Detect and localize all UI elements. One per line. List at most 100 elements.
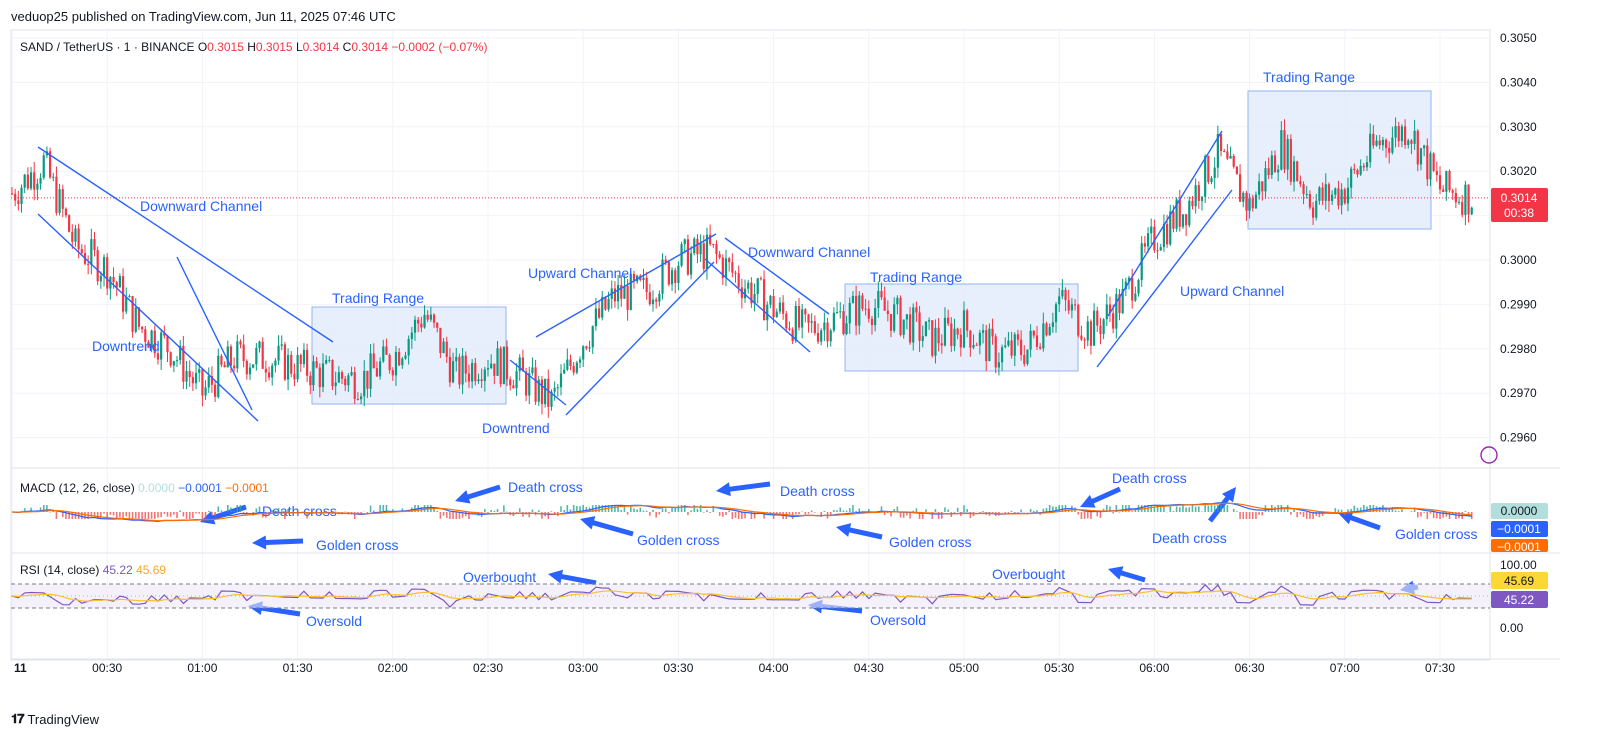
- macd-hist-bar: [233, 510, 235, 512]
- candle-body: [1191, 200, 1194, 207]
- candle-body: [877, 291, 880, 308]
- candle-body: [1210, 178, 1213, 183]
- candle-body: [1000, 347, 1004, 363]
- macd-hist-bar: [887, 512, 889, 514]
- candle-body: [471, 362, 474, 382]
- candle-body: [318, 367, 321, 388]
- candle-body: [169, 352, 172, 366]
- candle-body: [185, 371, 188, 382]
- candle-body: [743, 288, 747, 299]
- macd-hist-bar: [401, 508, 404, 512]
- macd-hist-bar: [96, 512, 99, 519]
- macd-hist-bar: [788, 512, 791, 514]
- macd-hist-bar: [563, 510, 565, 512]
- candle-body: [1197, 185, 1200, 201]
- macd-hist-bar: [626, 512, 629, 515]
- upward-channel-2-label: Upward Channel: [1180, 283, 1284, 299]
- rsi-badge-value: 45.22: [1504, 593, 1534, 607]
- macd-hist-bar: [414, 505, 416, 512]
- macd-hist-bar: [664, 508, 667, 512]
- candle-body: [344, 378, 347, 386]
- candle-body: [93, 239, 96, 251]
- candle-body: [759, 278, 763, 280]
- candle-body: [363, 370, 366, 397]
- candle-body: [931, 320, 934, 356]
- candle-body: [141, 326, 144, 330]
- macd-hist-bar: [1413, 507, 1416, 512]
- price-tick-label: 0.2990: [1500, 297, 1537, 311]
- trend-line: [724, 237, 830, 315]
- macd-hist-bar: [1410, 511, 1413, 512]
- macd-hist-bar: [1255, 512, 1257, 519]
- candle-body: [1045, 323, 1048, 336]
- candle-body: [474, 362, 477, 382]
- macd-hist-bar: [668, 512, 670, 514]
- macd-hist-bar: [106, 512, 108, 519]
- candle-body: [1400, 126, 1404, 142]
- candle-body: [1200, 196, 1204, 201]
- macd-hist-bar: [620, 510, 623, 512]
- candle-body: [131, 296, 134, 332]
- macd-hist-bar: [154, 512, 156, 519]
- candle-body: [1254, 194, 1258, 209]
- candle-body: [835, 311, 839, 313]
- macd-hist-bar: [572, 505, 575, 512]
- candle-body: [1118, 294, 1121, 314]
- candle-body: [645, 277, 648, 293]
- macd-hist-bar: [65, 512, 67, 519]
- macd-hist-bar: [1185, 507, 1187, 512]
- macd-hist-bar: [950, 512, 953, 517]
- macd-hist-bar: [734, 512, 737, 518]
- macd-hist-bar: [753, 512, 756, 519]
- candle-body: [696, 238, 699, 255]
- macd-hist-bar: [1283, 509, 1286, 512]
- macd-hist-bar: [709, 512, 711, 513]
- candle-body: [1156, 250, 1159, 252]
- trend-line: [37, 213, 259, 422]
- macd-hist-bar: [569, 509, 572, 512]
- macd-hist-bar: [966, 508, 968, 512]
- candle-body: [1054, 304, 1058, 323]
- candle-body: [464, 355, 467, 374]
- time-tick-label: 05:00: [949, 661, 979, 675]
- macd-hist-bar: [277, 508, 280, 512]
- macd-hist-bar: [528, 512, 531, 518]
- candle-body: [306, 349, 309, 376]
- candle-body: [277, 345, 280, 361]
- macd-hist-bar: [931, 512, 934, 519]
- candle-body: [134, 307, 137, 332]
- candle-body: [1004, 345, 1007, 348]
- candle-body: [166, 335, 169, 353]
- macd-hist-bar: [1169, 505, 1172, 512]
- candle-body: [1435, 170, 1438, 176]
- candle-body: [972, 344, 975, 348]
- candle-body: [1150, 226, 1153, 234]
- macd-hist-bar: [379, 505, 381, 512]
- candle-body: [372, 353, 375, 369]
- candle-body: [483, 369, 486, 382]
- macd-hist-bar: [518, 508, 521, 512]
- macd-hist-bar: [1337, 509, 1340, 512]
- macd-hist-bar: [1423, 512, 1425, 513]
- candle-body: [233, 365, 236, 369]
- macd-hist-bar: [947, 509, 949, 512]
- macd-hist-bar: [93, 512, 96, 516]
- macd-hist-bar: [30, 507, 32, 512]
- macd-hist-bar: [468, 512, 470, 519]
- candle-body: [1223, 150, 1226, 152]
- candle-body: [905, 314, 908, 320]
- macd-hist-bar: [207, 510, 210, 512]
- candle-body: [728, 258, 731, 263]
- candle-body: [1283, 130, 1286, 170]
- macd-hist-bar: [1312, 512, 1314, 519]
- candle-body: [1378, 140, 1381, 146]
- trend-line: [37, 146, 334, 343]
- macd-hist-bar: [442, 512, 445, 516]
- candle-body: [601, 296, 604, 318]
- candle-body: [550, 391, 553, 407]
- candle-body: [1438, 175, 1442, 190]
- candle-body: [569, 359, 572, 367]
- macd-hist-bar: [452, 512, 454, 519]
- tradingview-logo[interactable]: 𝟏𝟕 TradingView: [11, 711, 99, 727]
